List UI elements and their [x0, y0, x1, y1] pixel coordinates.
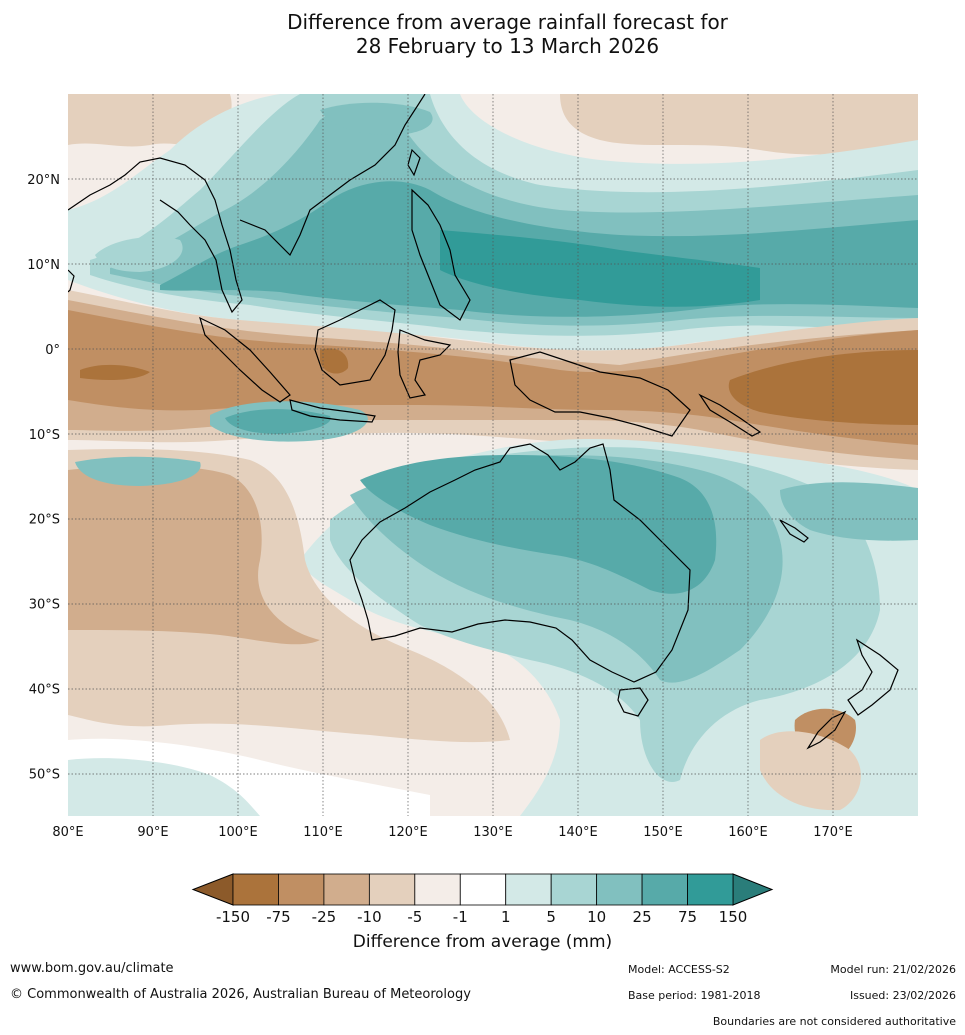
- lon-tick-label: 110°E: [303, 825, 343, 840]
- java-coastline: [289, 399, 376, 423]
- colorbar-tick-label: 1: [501, 908, 511, 926]
- latitude-labels: 20°N 10°N 0° 10°S 20°S 30°S 40°S 50°S: [27, 173, 60, 783]
- lat-tick-label: 10°S: [29, 428, 60, 443]
- footer-website[interactable]: www.bom.gov.au/climate: [10, 961, 174, 976]
- colorbar-tick-label: 75: [678, 908, 697, 926]
- lon-tick-label: 100°E: [218, 825, 258, 840]
- taiwan-coastline: [407, 148, 421, 177]
- lat-tick-label: 20°N: [27, 173, 60, 188]
- lat-tick-label: 50°S: [29, 768, 60, 783]
- colorbar-low-extend: [191, 873, 234, 906]
- colorbar-segment: [368, 873, 416, 906]
- sulawesi-coastline: [397, 329, 452, 399]
- colorbar-tick-label: -5: [407, 908, 422, 926]
- moist-patch-java-core: [225, 409, 331, 434]
- australia-coastline: [349, 443, 691, 683]
- sri-lanka-coastline: [68, 269, 75, 293]
- footer-disclaimer: Boundaries are not considered authoritat…: [712, 1015, 956, 1028]
- colorbar-label: Difference from average (mm): [352, 932, 613, 952]
- colorbar-segment: [687, 873, 734, 906]
- lon-tick-label: 130°E: [473, 825, 513, 840]
- lat-tick-label: 0°: [45, 343, 60, 358]
- lon-tick-label: 120°E: [388, 825, 428, 840]
- new-caledonia-coastline: [779, 519, 809, 543]
- colorbar-tick-label: -10: [357, 908, 382, 926]
- colorbar-tick-label: 150: [719, 908, 748, 926]
- colorbar-tick-label: 25: [633, 908, 652, 926]
- colorbar-segment: [323, 873, 370, 906]
- footer-model-run: Model run: 21/02/2026: [830, 963, 956, 976]
- tasmania-coastline: [617, 687, 649, 717]
- moist-south-ocean: [68, 758, 260, 816]
- lon-tick-label: 140°E: [558, 825, 598, 840]
- lon-tick-label: 160°E: [728, 825, 768, 840]
- colorbar-segment: [550, 873, 598, 906]
- lon-tick-label: 170°E: [813, 825, 853, 840]
- colorbar-tick-label: 5: [546, 908, 556, 926]
- brown-region-north-pacific: [560, 94, 918, 155]
- philippines-coastline: [411, 188, 471, 321]
- dry-core-borneo: [320, 348, 349, 374]
- graticule: [68, 94, 918, 816]
- colorbar-segment: [232, 873, 279, 906]
- moist-patch-bay-bengal: [95, 236, 183, 272]
- lon-tick-label: 90°E: [137, 825, 168, 840]
- colorbar-segment: [505, 873, 552, 906]
- colorbar-segment: [641, 873, 688, 906]
- colorbar-tick-label: -1: [453, 908, 468, 926]
- colorbar-tick-label: 10: [587, 908, 606, 926]
- footer-copyright: © Commonwealth of Australia 2026, Austra…: [10, 987, 471, 1002]
- title-line-2: 28 February to 13 March 2026: [355, 34, 660, 58]
- lat-tick-label: 40°S: [29, 683, 60, 698]
- dry-south-indian-mid: [68, 465, 320, 645]
- colorbar-segment: [278, 873, 325, 906]
- map-title: Difference from average rainfall forecas…: [0, 10, 965, 58]
- moist-band-max: [440, 230, 760, 307]
- footer-issued: Issued: 23/02/2026: [849, 989, 956, 1002]
- sumatra-coastline: [199, 316, 291, 403]
- lat-tick-label: 20°S: [29, 513, 60, 528]
- borneo-coastline: [314, 299, 396, 386]
- dry-core-east: [728, 350, 918, 425]
- asia-mainland-coastline: [68, 94, 426, 314]
- coastlines: [68, 94, 899, 750]
- map-area: [68, 94, 918, 816]
- colorbar-tick-label: -75: [266, 908, 291, 926]
- footer-model: Model: ACCESS-S2: [628, 963, 730, 976]
- colorbar-segment: [596, 873, 643, 906]
- longitude-labels: 80°E 90°E 100°E 110°E 120°E 130°E 140°E 150°E 16…: [52, 825, 852, 840]
- colorbar-high-extend: [732, 873, 774, 906]
- colorbar-tick-label: -25: [312, 908, 337, 926]
- lon-tick-label: 150°E: [643, 825, 683, 840]
- footer-base-period: Base period: 1981-2018: [628, 989, 761, 1002]
- lat-tick-label: 30°S: [29, 598, 60, 613]
- title-line-1: Difference from average rainfall forecas…: [287, 10, 728, 34]
- new-guinea-coastline: [509, 351, 691, 437]
- solomons-coastline: [698, 393, 762, 437]
- colorbar-tick-label: -150: [216, 908, 250, 926]
- colorbar-segment: [459, 873, 507, 906]
- dry-core-west: [80, 364, 150, 380]
- lon-tick-label: 80°E: [52, 825, 83, 840]
- moist-patch-tasman: [780, 482, 918, 541]
- colorbar: -150 -75 -25 -10 -5 -1 1 5 10 25 75 150: [191, 873, 774, 926]
- new-zealand-coastline: [806, 638, 899, 750]
- dry-patch-nz-south: [760, 731, 861, 811]
- moist-patch-indian-west: [75, 456, 201, 486]
- lat-tick-label: 10°N: [27, 258, 60, 273]
- colorbar-segment: [414, 873, 461, 906]
- moist-australia-heavy: [360, 455, 717, 594]
